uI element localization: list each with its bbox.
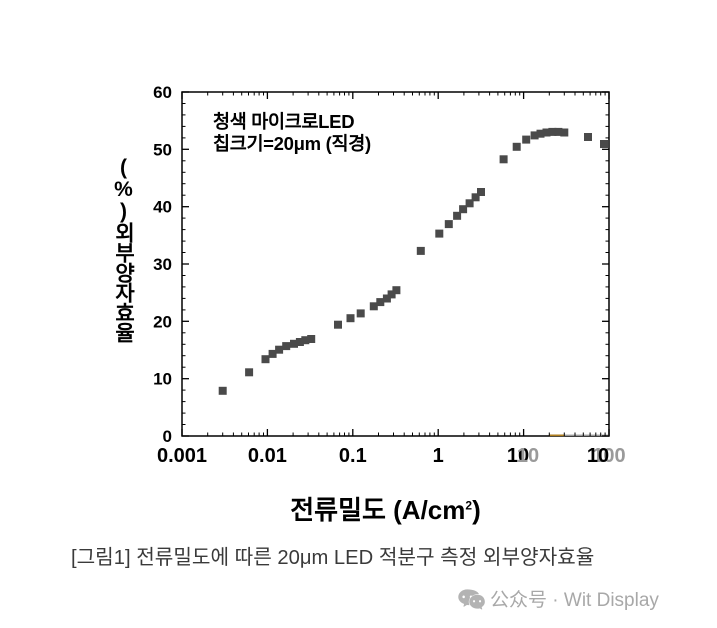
svg-text:40: 40 bbox=[153, 198, 172, 217]
svg-text:1: 1 bbox=[433, 445, 444, 467]
svg-text:0.001: 0.001 bbox=[157, 445, 207, 467]
svg-text:10: 10 bbox=[587, 445, 609, 467]
svg-text:10: 10 bbox=[517, 445, 539, 467]
svg-text:50: 50 bbox=[153, 140, 172, 159]
svg-text:0.01: 0.01 bbox=[248, 445, 287, 467]
svg-text:10: 10 bbox=[153, 370, 172, 389]
svg-text:0.1: 0.1 bbox=[339, 445, 367, 467]
svg-text:60: 60 bbox=[153, 83, 172, 102]
svg-text:0: 0 bbox=[163, 427, 172, 446]
svg-text:30: 30 bbox=[153, 255, 172, 274]
svg-text:20: 20 bbox=[153, 312, 172, 331]
